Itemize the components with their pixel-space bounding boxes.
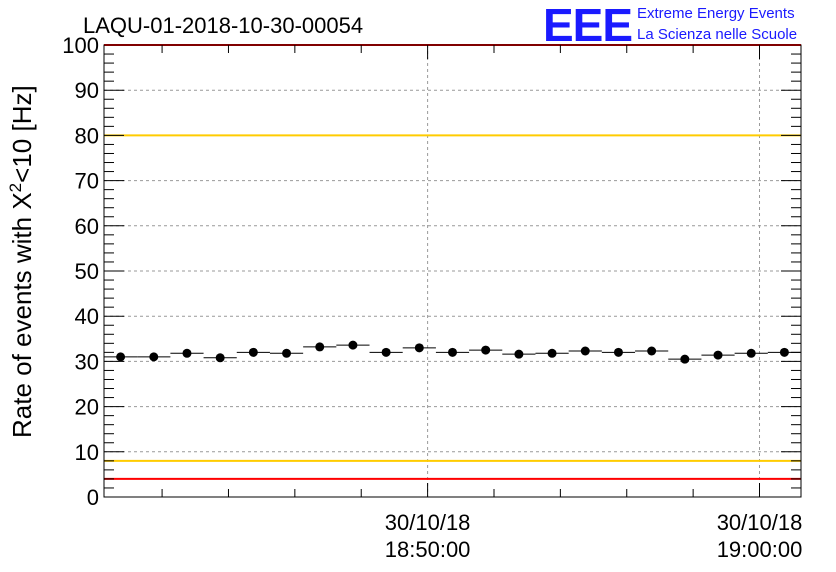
data-point: [448, 347, 457, 357]
y-tick-label: 0: [87, 485, 99, 510]
data-point: [779, 347, 789, 357]
logo-line-2: La Scienza nelle Scuole: [637, 26, 797, 43]
grid: [104, 45, 801, 497]
eee-logo: EEE Extreme Energy Events La Scienza nel…: [543, 0, 797, 51]
data-point: [680, 354, 690, 364]
data-point: [248, 347, 258, 357]
y-tick-label: 100: [62, 33, 99, 58]
data-point: [149, 352, 159, 362]
y-tick-label: 20: [75, 395, 99, 420]
x-tick-label-time: 19:00:00: [717, 537, 803, 562]
data-point: [215, 353, 225, 363]
y-tick-label: 40: [75, 304, 99, 329]
logo-mark: EEE: [543, 0, 632, 51]
data-point: [514, 349, 524, 359]
data-point: [315, 342, 325, 352]
data-point: [381, 347, 391, 357]
logo-line-1: Extreme Energy Events: [637, 5, 795, 22]
data-point: [414, 343, 424, 353]
y-tick-label: 50: [75, 259, 99, 284]
y-axis-title-part-1: Rate of events with X: [7, 192, 37, 438]
data-point: [613, 347, 623, 357]
y-axis-title-part-2: <10 [Hz]: [7, 85, 37, 183]
x-tick-label-date: 30/10/18: [717, 510, 803, 535]
y-tick-label: 10: [75, 440, 99, 465]
y-tick-label: 60: [75, 214, 99, 239]
data-point: [481, 345, 491, 355]
reference-lines: [104, 44, 801, 480]
y-tick-label: 30: [75, 349, 99, 374]
data-point: [182, 348, 192, 358]
data-point: [547, 348, 557, 358]
y-axis-title: Rate of events with X2<10 [Hz]: [6, 85, 37, 438]
plot-frame: [103, 44, 802, 498]
data-point: [580, 346, 590, 356]
y-tick-labels: 0 10 20 30 40 50 60 70 80 90 100: [62, 33, 99, 510]
data-points: [104, 340, 801, 364]
data-point: [647, 346, 657, 356]
data-point: [713, 350, 723, 360]
x-tick-label-date: 30/10/18: [385, 510, 471, 535]
data-point: [348, 340, 358, 350]
chart-title: LAQU-01-2018-10-30-00054: [83, 13, 363, 38]
data-point: [116, 352, 126, 362]
y-tick-label: 80: [75, 123, 99, 148]
x-tick-label-time: 18:50:00: [385, 537, 471, 562]
data-point: [282, 348, 292, 358]
y-tick-label: 70: [75, 169, 99, 194]
data-point: [746, 348, 756, 358]
y-axis-title-superscript: 2: [6, 183, 25, 192]
y-tick-label: 90: [75, 78, 99, 103]
